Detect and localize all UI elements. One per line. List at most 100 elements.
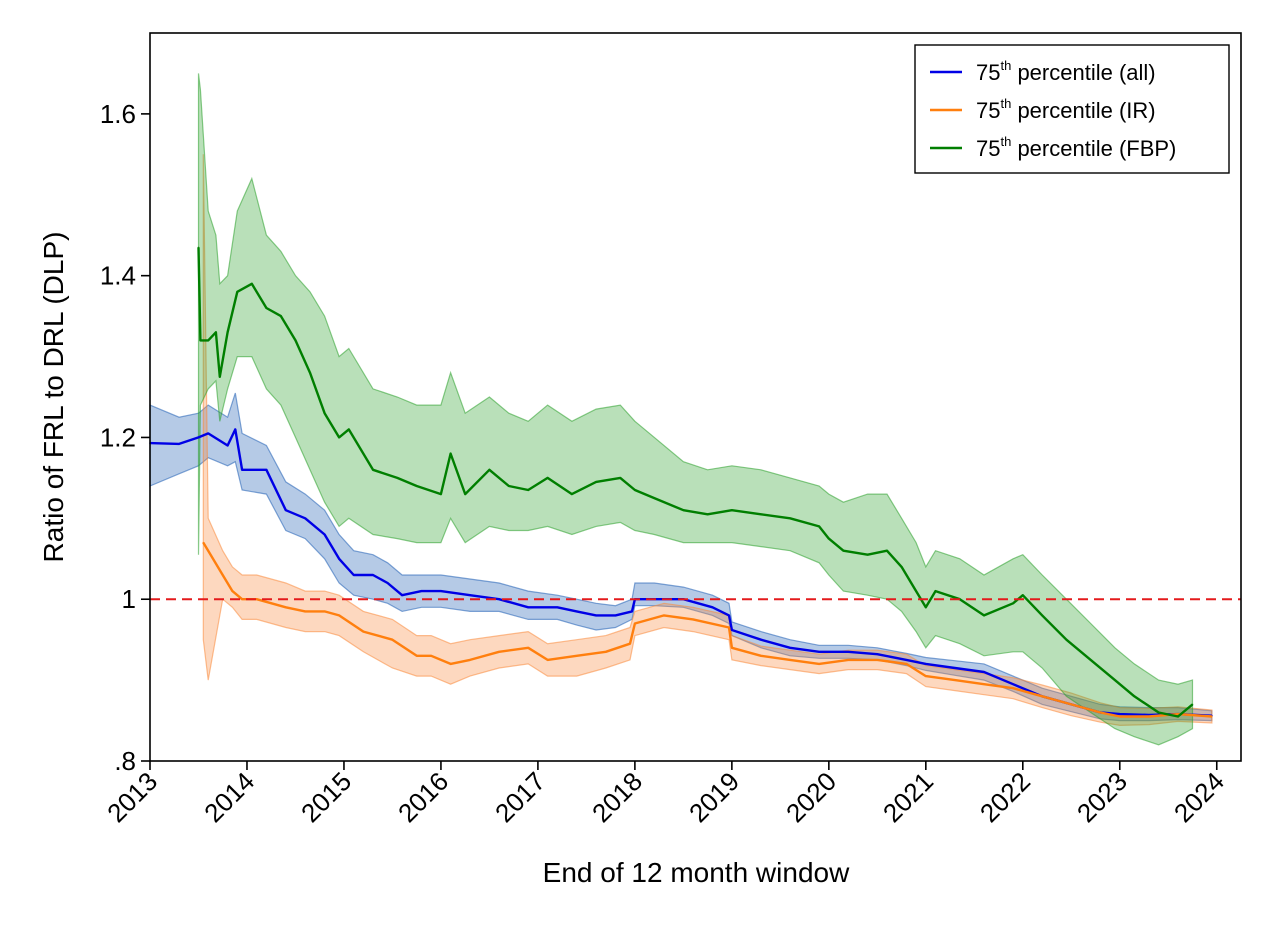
data-point <box>905 659 908 661</box>
legend-entry-fbp: 75th percentile (FBP) <box>930 134 1176 161</box>
data-point <box>464 493 467 495</box>
data-point <box>221 574 224 576</box>
data-point <box>1012 683 1014 685</box>
data-point <box>241 598 243 600</box>
data-point <box>575 655 578 657</box>
legend-label-base: 75 <box>976 98 1000 123</box>
data-point <box>876 659 879 661</box>
data-point <box>692 618 694 621</box>
x-axis-title: End of 12 month window <box>543 857 850 888</box>
data-point <box>731 629 733 631</box>
legend-label-base: 75 <box>976 136 1000 161</box>
data-point <box>280 315 282 317</box>
data-point <box>575 610 578 613</box>
data-point <box>1022 594 1024 596</box>
data-point <box>789 517 791 520</box>
legend-entry-ir: 75th percentile (IR) <box>930 96 1156 123</box>
y-tick-label: 1.4 <box>100 261 136 291</box>
data-point <box>527 647 529 649</box>
data-point <box>207 432 209 435</box>
data-point <box>1012 687 1014 689</box>
data-point <box>818 663 820 665</box>
data-point <box>1211 715 1213 718</box>
data-point <box>420 590 423 592</box>
data-point <box>1065 638 1068 641</box>
legend: 75th percentile (all) 75th percentile (I… <box>914 44 1230 174</box>
data-point <box>469 594 471 596</box>
data-point <box>265 307 268 309</box>
data-point <box>983 614 985 617</box>
data-point <box>900 566 903 568</box>
data-point <box>546 477 549 479</box>
data-point <box>285 509 287 512</box>
data-point <box>728 626 730 629</box>
data-point <box>634 622 636 625</box>
data-point <box>595 614 597 617</box>
data-point <box>323 533 326 536</box>
x-tick-label: 2017 <box>489 766 551 828</box>
data-point <box>207 549 209 552</box>
data-point <box>619 477 622 479</box>
legend-label-rest: percentile (all) <box>1011 60 1155 85</box>
y-tick-label: 1.2 <box>100 422 136 452</box>
data-point <box>1119 713 1121 715</box>
legend-label-base: 75 <box>976 60 1000 85</box>
data-point <box>372 574 374 576</box>
data-point <box>199 339 202 342</box>
data-point <box>234 428 237 431</box>
data-point <box>866 553 869 556</box>
confidence-bands <box>149 73 1213 746</box>
data-point <box>219 376 221 378</box>
data-point <box>449 663 452 665</box>
data-point <box>728 614 730 617</box>
data-point <box>386 582 389 584</box>
data-point <box>178 443 180 445</box>
data-point <box>323 412 326 415</box>
data-point <box>760 513 762 516</box>
data-point <box>954 679 956 681</box>
legend-box <box>914 44 1230 174</box>
data-point <box>1191 703 1194 706</box>
data-point <box>760 638 762 641</box>
y-tick-label: 1.6 <box>100 99 136 129</box>
data-point <box>789 659 791 661</box>
data-point <box>629 642 631 645</box>
data-point <box>1177 713 1179 715</box>
data-point <box>571 493 573 495</box>
data-point <box>653 497 656 499</box>
data-point <box>251 283 253 285</box>
data-point <box>508 485 510 487</box>
x-tick-label: 2015 <box>295 766 357 828</box>
y-axis: .8 1 1.2 1.4 1.6 <box>100 99 150 776</box>
data-point <box>1041 695 1043 698</box>
data-point <box>614 614 617 617</box>
data-point <box>1148 715 1150 718</box>
data-point <box>731 509 733 512</box>
data-point <box>415 485 418 487</box>
data-point <box>842 549 845 552</box>
data-point <box>440 493 442 495</box>
data-point <box>304 610 307 613</box>
data-point <box>1041 614 1043 617</box>
data-point <box>226 444 229 447</box>
data-point <box>348 428 350 431</box>
data-point <box>556 606 559 609</box>
data-point <box>215 331 217 334</box>
data-point <box>1070 703 1073 706</box>
data-point <box>605 651 607 653</box>
data-point <box>338 436 340 439</box>
data-point <box>886 549 888 552</box>
data-point <box>231 590 234 592</box>
y-axis-title: Ratio of FRL to DRL (DLP) <box>38 232 69 563</box>
confidence-band-3 <box>197 73 1194 746</box>
data-point <box>488 469 491 471</box>
data-point <box>430 655 433 657</box>
series-line-3 <box>197 247 1194 718</box>
data-point <box>202 541 205 544</box>
x-tick-label: 2014 <box>198 766 260 828</box>
data-point <box>338 614 340 617</box>
data-point <box>1157 711 1160 714</box>
data-point <box>255 598 258 600</box>
data-point <box>983 671 985 673</box>
data-point <box>527 606 529 609</box>
